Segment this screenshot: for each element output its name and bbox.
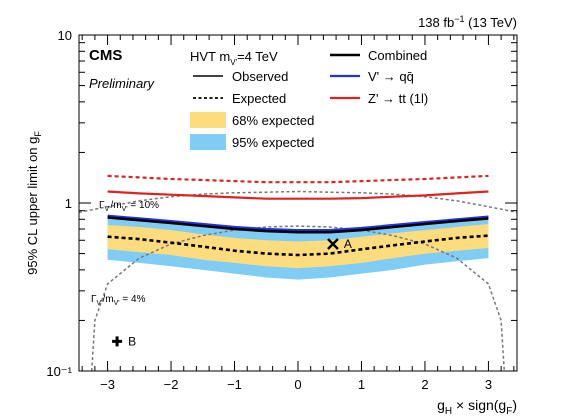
x-tick-label: 3	[485, 377, 492, 392]
benchmark-point-a: A	[327, 237, 352, 251]
curve-4-expected	[107, 174, 489, 184]
axis-ticks	[79, 35, 517, 372]
curve-2-observed	[107, 214, 489, 232]
legend-band68-label: 68% expected	[232, 113, 314, 128]
point-label-b: B	[128, 334, 136, 348]
x-tick-label: −3	[100, 377, 115, 392]
legend-band68-swatch	[190, 112, 226, 128]
x-tick-label: −2	[164, 377, 179, 392]
x-tick-label: −1	[227, 377, 242, 392]
legend-header: HVT mV'=4 TeV	[190, 49, 278, 67]
experiment-label: CMS	[89, 47, 122, 64]
width-contour-10pct	[79, 190, 517, 214]
contour-label-4pct: ΓV'/mV' = 4%	[91, 294, 146, 307]
legend-vprime-label: V' → qq̄	[368, 69, 414, 84]
y-axis-label: 95% CL upper limit on gF	[25, 131, 43, 275]
x-tick-label: 2	[421, 377, 428, 392]
legend-band95-label: 95% expected	[232, 135, 314, 150]
expected-bands	[107, 217, 489, 280]
lumi-value: 138 fb	[418, 15, 454, 30]
benchmark-points: A B ΓV'/mV' = 10% ΓV'/mV' = 4%	[91, 200, 352, 348]
x-axis-label: gH × sign(gF)	[437, 397, 517, 417]
benchmark-point-b: B	[112, 334, 136, 348]
y-tick-label: 1	[65, 196, 72, 211]
point-label-a: A	[344, 237, 352, 251]
legend-expected-label: Expected	[232, 91, 286, 106]
legend-zprime-label: Z' → tt (1l)	[368, 91, 428, 106]
width-contours	[79, 190, 517, 371]
legend-band95-swatch	[190, 134, 226, 150]
curve-0-observed	[107, 216, 489, 234]
legend-combined-label: Combined	[368, 48, 427, 63]
legend-observed-label: Observed	[232, 69, 288, 84]
luminosity-label: 138 fb−1 (13 TeV)	[418, 14, 517, 30]
y-tick-label: 10	[58, 28, 72, 43]
contour-label-10pct: ΓV'/mV' = 10%	[99, 200, 159, 213]
x-tick-label: 0	[294, 377, 301, 392]
limit-curves	[107, 174, 489, 257]
curve-3-observed	[107, 190, 489, 200]
legend: HVT mV'=4 TeV Observed Expected 68% expe…	[190, 48, 428, 150]
y-tick-label: 10⁻¹	[46, 364, 72, 379]
status-label: Preliminary	[89, 76, 156, 91]
curve-1-expected	[107, 234, 489, 257]
tick-labels: −3 −2 −1 0 1 2 3 10⁻¹ 1 10	[46, 28, 492, 392]
band-68-expected	[107, 224, 489, 269]
width-contour-4pct	[90, 225, 506, 371]
x-tick-label: 1	[358, 377, 365, 392]
